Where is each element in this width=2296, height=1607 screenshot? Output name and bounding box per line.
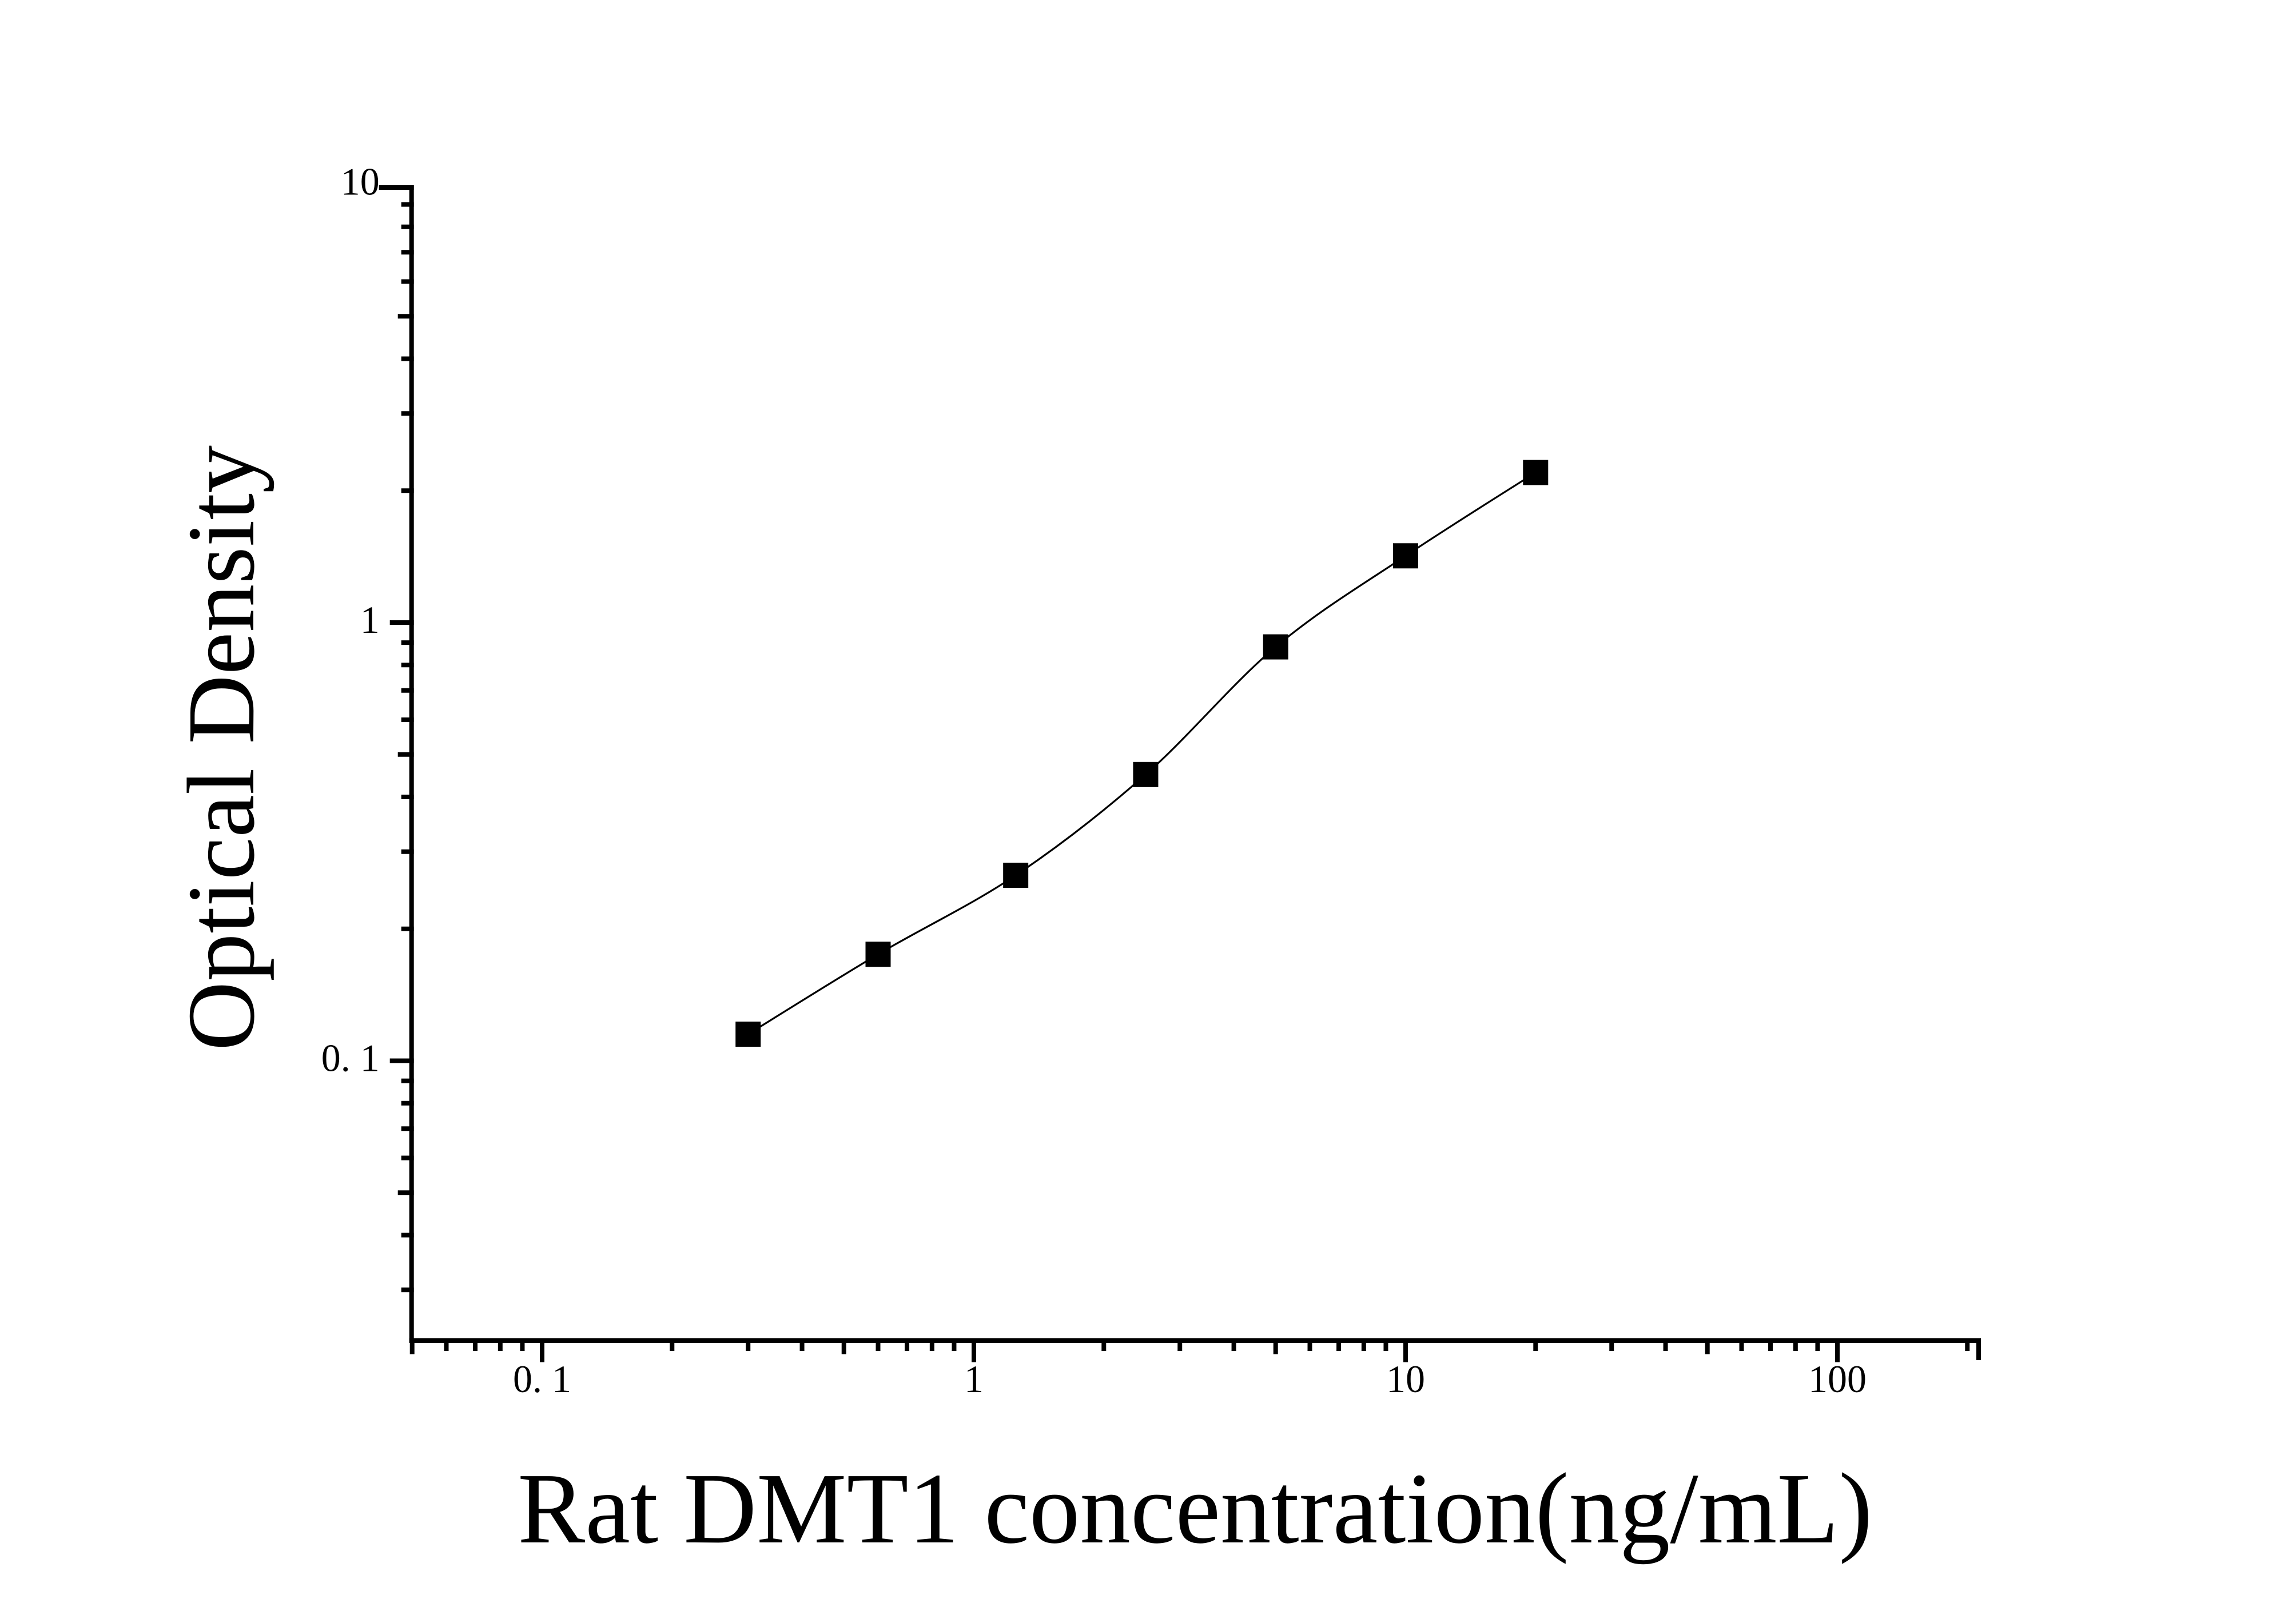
svg-text:Optical Density: Optical Density (168, 445, 274, 1051)
svg-text:100: 100 (1808, 1357, 1867, 1401)
svg-text:10: 10 (341, 160, 380, 204)
svg-text:1: 1 (964, 1357, 984, 1401)
svg-text:0. 1: 0. 1 (321, 1036, 380, 1080)
svg-text:Rat DMT1 concentration(ng/mL): Rat DMT1 concentration(ng/mL) (518, 1453, 1872, 1565)
svg-text:0. 1: 0. 1 (513, 1357, 571, 1401)
svg-text:10: 10 (1386, 1357, 1425, 1401)
svg-text:1: 1 (360, 598, 380, 641)
